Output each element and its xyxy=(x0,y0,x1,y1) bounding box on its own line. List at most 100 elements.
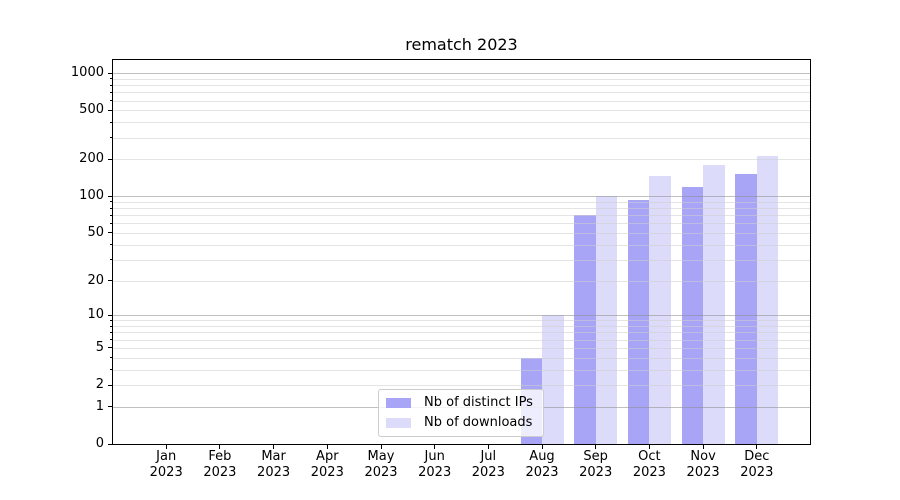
bar-sep-distinct-ips xyxy=(574,215,596,444)
y-gridline-700 xyxy=(113,92,810,94)
x-tick-year: 2023 xyxy=(364,465,398,480)
x-tick-label-oct: Oct 2023 xyxy=(609,449,689,481)
y-gridline-300 xyxy=(113,137,810,139)
x-tick-month: Oct xyxy=(638,449,661,464)
x-tick-year: 2023 xyxy=(203,465,237,480)
legend-label-distinct-ips: Nb of distinct IPs xyxy=(424,395,533,410)
legend: Nb of distinct IPs Nb of downloads xyxy=(378,389,544,437)
y-tick-mark-1 xyxy=(108,406,112,408)
x-tick-year: 2023 xyxy=(686,465,720,480)
y-gridline-500 xyxy=(113,110,810,112)
x-tick-label-mar: Mar 2023 xyxy=(234,449,314,481)
y-tick-label-1000: 1000 xyxy=(70,65,104,81)
y-minor-tick-mark-7 xyxy=(110,331,112,333)
legend-swatch-distinct-ips xyxy=(386,398,411,408)
x-tick-year: 2023 xyxy=(632,465,666,480)
y-gridline-3 xyxy=(113,369,810,371)
x-tick-mark-nov xyxy=(702,445,704,449)
y-minor-tick-mark-300 xyxy=(110,137,112,139)
y-minor-tick-mark-600 xyxy=(110,100,112,101)
y-minor-tick-mark-800 xyxy=(110,84,112,86)
y-minor-tick-mark-700 xyxy=(110,91,112,93)
y-gridline-60 xyxy=(113,223,810,225)
x-tick-month: Dec xyxy=(744,449,770,464)
x-tick-year: 2023 xyxy=(525,465,559,480)
y-tick-mark-0 xyxy=(108,443,112,445)
y-gridline-70 xyxy=(113,215,810,217)
y-tick-mark-1000 xyxy=(108,72,112,74)
y-minor-tick-mark-6 xyxy=(110,339,112,340)
y-minor-tick-mark-4 xyxy=(110,357,112,359)
x-tick-month: Jan xyxy=(156,449,177,464)
y-gridline-40 xyxy=(113,244,810,246)
y-gridline-20 xyxy=(113,280,810,282)
x-tick-mark-jul xyxy=(487,445,489,449)
legend-swatch-downloads xyxy=(386,418,411,428)
y-gridline-600 xyxy=(113,100,810,102)
y-minor-tick-mark-400 xyxy=(110,121,112,123)
x-tick-label-may: May 2023 xyxy=(341,449,421,481)
x-tick-mark-jan xyxy=(165,445,167,449)
y-tick-label-200: 200 xyxy=(79,151,104,167)
y-minor-tick-mark-9 xyxy=(110,319,112,321)
y-gridline-8 xyxy=(113,326,810,327)
x-tick-label-sep: Sep 2023 xyxy=(556,449,636,481)
y-gridline-800 xyxy=(113,85,810,86)
y-gridline-900 xyxy=(113,78,810,80)
x-tick-label-dec: Dec 2023 xyxy=(717,449,797,481)
y-gridline-5 xyxy=(113,347,810,349)
legend-row-distinct-ips: Nb of distinct IPs xyxy=(386,395,543,411)
y-tick-mark-10 xyxy=(108,314,112,316)
plot-area xyxy=(112,59,811,445)
x-tick-mark-oct xyxy=(648,445,650,449)
x-tick-label-aug: Aug 2023 xyxy=(502,449,582,481)
x-tick-month: Feb xyxy=(208,449,232,464)
y-tick-label-5: 5 xyxy=(95,339,104,355)
y-tick-label-1: 1 xyxy=(95,398,104,414)
y-minor-tick-mark-3 xyxy=(110,369,112,371)
x-tick-label-nov: Nov 2023 xyxy=(663,449,743,481)
x-tick-year: 2023 xyxy=(418,465,452,480)
x-tick-mark-mar xyxy=(273,445,275,449)
x-tick-year: 2023 xyxy=(257,465,291,480)
bar-oct-downloads xyxy=(649,176,671,444)
x-tick-month: Mar xyxy=(261,449,286,464)
y-minor-tick-mark-90 xyxy=(110,201,112,203)
y-tick-mark-50 xyxy=(108,232,112,234)
x-tick-month: Nov xyxy=(690,449,716,464)
x-tick-label-feb: Feb 2023 xyxy=(180,449,260,481)
y-tick-mark-5 xyxy=(108,347,112,349)
x-tick-month: May xyxy=(367,449,395,464)
legend-label-downloads: Nb of downloads xyxy=(424,415,533,430)
y-minor-tick-mark-60 xyxy=(110,222,112,224)
x-tick-year: 2023 xyxy=(310,465,344,480)
x-tick-mark-sep xyxy=(595,445,597,449)
y-tick-mark-100 xyxy=(108,195,112,197)
x-tick-label-jul: Jul 2023 xyxy=(448,449,528,481)
y-gridline-50 xyxy=(113,232,810,234)
y-gridline-2 xyxy=(113,385,810,386)
x-tick-label-jun: Jun 2023 xyxy=(395,449,475,481)
chart-title: rematch 2023 xyxy=(405,35,518,54)
x-tick-label-jan: Jan 2023 xyxy=(126,449,206,481)
y-tick-mark-2 xyxy=(108,384,112,386)
y-gridline-7 xyxy=(113,332,810,334)
bar-sep-downloads xyxy=(595,196,618,444)
legend-row-downloads: Nb of downloads xyxy=(386,415,543,431)
y-gridline-80 xyxy=(113,208,810,210)
x-tick-mark-may xyxy=(380,445,382,449)
y-tick-label-100: 100 xyxy=(79,188,104,204)
x-tick-year: 2023 xyxy=(471,465,505,480)
bar-aug-downloads xyxy=(542,315,564,444)
bar-nov-distinct-ips xyxy=(681,186,704,444)
y-minor-tick-mark-80 xyxy=(110,207,112,209)
x-tick-month: Jul xyxy=(480,449,497,464)
x-tick-mark-aug xyxy=(541,445,543,449)
x-tick-month: Apr xyxy=(316,449,339,464)
y-tick-label-2: 2 xyxy=(95,377,104,392)
y-tick-mark-500 xyxy=(108,109,112,111)
y-tick-label-50: 50 xyxy=(87,224,104,240)
y-gridline-100 xyxy=(113,196,810,198)
y-tick-label-20: 20 xyxy=(87,272,104,288)
